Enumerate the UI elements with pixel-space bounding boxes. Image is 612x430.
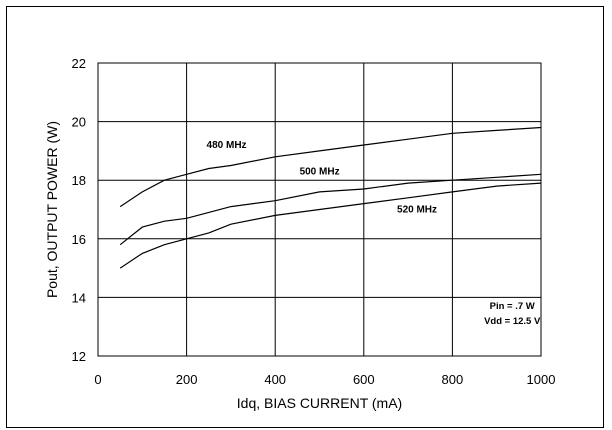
x-tick-label: 0 xyxy=(94,372,101,387)
line-chart: 0 200 400 600 800 1000 12 14 16 18 20 22 Idq, BIAS … xyxy=(44,56,556,411)
chart-frame: 0 200 400 600 800 1000 12 14 16 18 20 22 Idq, BIAS … xyxy=(6,6,604,428)
annotation-pin: Pin = .7 W xyxy=(490,301,535,312)
series-label-480-mhz: 480 MHz xyxy=(207,140,247,151)
y-tick-label: 12 xyxy=(72,349,86,364)
y-axis-label: Pout, OUTPUT POWER (W) xyxy=(44,121,60,298)
y-tick-label: 22 xyxy=(72,56,86,71)
series-label-background xyxy=(296,165,343,179)
series-label-520-mhz: 520 MHz xyxy=(397,204,437,215)
x-tick-label: 800 xyxy=(442,372,464,387)
x-tick-label: 200 xyxy=(176,372,198,387)
y-tick-label: 16 xyxy=(72,232,86,247)
series-line-500-mhz xyxy=(119,173,542,246)
series-layer xyxy=(119,126,542,269)
x-tick-label: 1000 xyxy=(527,372,556,387)
y-tick-label: 18 xyxy=(72,173,86,188)
series-label-500-mhz: 500 MHz xyxy=(300,166,340,177)
y-tick-label: 20 xyxy=(72,115,86,130)
y-tick-label: 14 xyxy=(72,290,86,305)
plot-area xyxy=(97,62,542,357)
x-tick-label: 400 xyxy=(264,372,286,387)
grid xyxy=(98,63,541,356)
annotation-vdd: Vdd = 12.5 V xyxy=(484,316,541,327)
series-line-520-mhz xyxy=(119,182,542,269)
tick-labels: 0 200 400 600 800 1000 12 14 16 18 20 22 xyxy=(72,56,556,387)
series-line-480-mhz xyxy=(119,126,542,208)
x-tick-label: 600 xyxy=(353,372,375,387)
x-axis-label: Idq, BIAS CURRENT (mA) xyxy=(237,395,402,411)
